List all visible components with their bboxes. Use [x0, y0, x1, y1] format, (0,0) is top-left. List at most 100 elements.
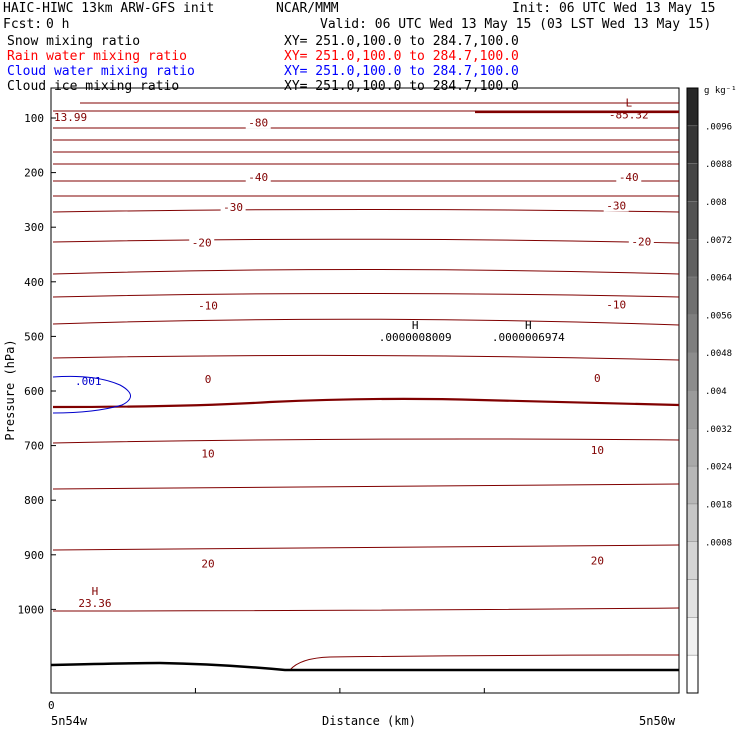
colorbar-frame: [686, 87, 699, 694]
isotherm-label-bg: [245, 171, 271, 184]
colorbar-swatch: [686, 276, 699, 316]
colorbar-swatch: [686, 503, 699, 542]
pressure-axis: 100 200 300 400 500 600 700 800 900 1000: [18, 112, 56, 616]
isotherm-mid: [52, 438, 680, 444]
isotherm-label-bg: [199, 557, 217, 570]
colorbar-swatch: [686, 163, 699, 202]
y-axis-title: Pressure (hPa): [3, 339, 17, 440]
plot-frame: [50, 87, 680, 694]
isotherm-label-bg: [199, 447, 217, 460]
isotherm-label: -20: [631, 235, 651, 248]
field-cloudwater-name: Cloud water mixing ratio: [7, 64, 195, 79]
colorbar: .0096 .0088 .008 .0072 .0064 .0056 .0048 .004 .0…: [686, 87, 732, 694]
isotherm-label: -30: [223, 201, 243, 214]
y-tick-label: 900: [24, 549, 44, 562]
extremum-marker: H: [525, 319, 532, 332]
isotherm-10: [52, 483, 680, 490]
isotherm-low: [289, 654, 680, 671]
colorbar-swatch: [686, 239, 699, 278]
isotherm-label: 20: [201, 558, 214, 571]
colorbar-swatch: [686, 579, 699, 618]
isotherm-label-bg: [628, 235, 654, 248]
colorbar-swatch: [686, 465, 699, 505]
colorbar-label: .0088: [705, 160, 732, 170]
isotherm-label: -10: [198, 299, 218, 312]
isotherm-label-bg: [588, 554, 607, 567]
field-cloudice-xy: XY= 251.0,100.0 to 284.7,100.0: [284, 79, 519, 94]
isotherm-label-bg: [220, 201, 246, 214]
isotherm-label: -20: [192, 237, 212, 250]
colorbar-label: .0024: [705, 463, 732, 473]
y-tick-label: 500: [24, 330, 44, 343]
isotherm-label-bg: [189, 236, 215, 249]
cloud-water-label: .001: [75, 375, 102, 388]
colorbar-swatch: [686, 541, 699, 580]
isotherm-label: -30: [606, 199, 626, 212]
isotherm-minus10: [52, 318, 680, 326]
colorbar-swatch: [686, 617, 699, 656]
isotherm-label-bg: [603, 199, 629, 212]
colorbar-label: .0008: [705, 538, 732, 548]
colorbar-label: .0018: [705, 500, 732, 510]
colorbar-swatch: [686, 314, 699, 353]
isotherm-label-bg: [195, 299, 221, 312]
colorbar-label: .0056: [705, 311, 732, 321]
temperature-isotherms: [52, 102, 680, 671]
colorbar-label: .008: [705, 198, 727, 208]
x-axis-title: Distance (km): [322, 714, 416, 728]
colorbar-label: .004: [705, 387, 727, 397]
isotherm-label: -10: [606, 298, 626, 311]
colorbar-label: .0048: [705, 349, 732, 359]
isotherm-labels: -80 -40 -40 -30 -30 -20 -20 -10 -10 0 0 10 10 20 20: [189, 116, 654, 571]
isotherm-label-bg: [616, 171, 642, 184]
init-time: Init: 06 UTC Wed 13 May 15: [512, 1, 716, 16]
field-snow-xy: XY= 251.0,100.0 to 284.7,100.0: [284, 34, 519, 49]
isotherm-minus30: [52, 238, 680, 244]
cloud-water-contour: [52, 375, 131, 414]
y-tick-label: 1000: [18, 603, 45, 616]
field-rain-xy: XY= 251.0,100.0 to 284.7,100.0: [284, 49, 519, 64]
terrain-line: [50, 661, 679, 672]
distance-axis-ticks: [194, 688, 485, 693]
isotherm-label: 20: [591, 554, 604, 567]
field-cloudice-name: Cloud ice mixing ratio: [7, 79, 180, 94]
isotherm-label-bg: [202, 373, 214, 386]
isotherm-freezing: [52, 397, 680, 409]
isotherm-minus40: [52, 209, 680, 213]
isotherm-mid: [52, 354, 680, 361]
colorbar-unit: g kg⁻¹: [704, 86, 737, 96]
extremum-value: 23.36: [78, 597, 111, 610]
colorbar-label: .0096: [705, 122, 732, 132]
field-cloudwater-xy: XY= 251.0,100.0 to 284.7,100.0: [284, 64, 519, 79]
isotherm-label: -40: [619, 171, 639, 184]
extremum-value: .0000006974: [492, 331, 565, 344]
isotherm-label: -40: [248, 171, 268, 184]
x-right-label: 5n50w: [639, 714, 676, 728]
isotherm-label-bg: [245, 116, 271, 129]
extremum-marker: L: [625, 97, 632, 110]
isotherm-label: 10: [591, 444, 604, 457]
isotherm-label: 0: [205, 373, 212, 386]
isotherm-mid: [52, 544, 680, 551]
colorbar-swatch: [686, 390, 699, 429]
colorbar-label: .0032: [705, 425, 732, 435]
y-tick-label: 600: [24, 385, 44, 398]
isotherm-label-bg: [588, 444, 607, 457]
extremum-value: .0000008009: [379, 331, 452, 344]
fcst-label: Fcst:: [3, 17, 43, 32]
extremum-marker: H: [92, 585, 99, 598]
y-tick-label: 100: [24, 112, 44, 125]
colorbar-swatch: [686, 654, 699, 694]
field-snow-name: Snow mixing ratio: [7, 34, 141, 49]
isotherm-label: 10: [201, 447, 214, 460]
y-tick-label: 200: [24, 167, 44, 180]
colorbar-swatch: [686, 87, 699, 127]
isotherm-20: [52, 607, 680, 612]
fcst-value: 0 h: [46, 17, 70, 32]
colorbar-label: .0072: [705, 236, 732, 246]
y-tick-label: 800: [24, 494, 44, 507]
colorbar-swatch: [686, 352, 699, 391]
corner-value: 13.99: [54, 111, 87, 124]
